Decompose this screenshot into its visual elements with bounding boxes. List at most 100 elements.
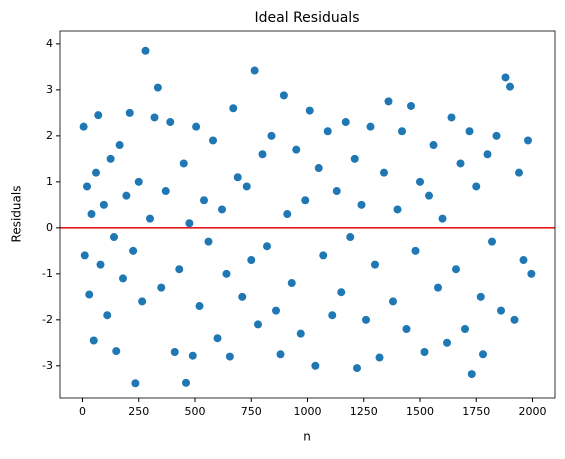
- point: [283, 210, 292, 219]
- point: [225, 352, 234, 361]
- point: [362, 315, 370, 324]
- point: [323, 127, 332, 136]
- point: [380, 168, 388, 177]
- point: [229, 104, 238, 113]
- point: [346, 233, 355, 242]
- point: [447, 113, 456, 122]
- chart-title: Ideal Residuals: [255, 10, 360, 26]
- point: [242, 182, 251, 191]
- point: [213, 334, 222, 343]
- point: [192, 122, 201, 131]
- point: [506, 82, 514, 91]
- point: [398, 127, 406, 136]
- point: [311, 361, 320, 370]
- point: [472, 182, 481, 191]
- point: [429, 141, 438, 150]
- point: [527, 269, 536, 278]
- y-tick-label: 4: [46, 37, 53, 50]
- point: [519, 256, 528, 265]
- x-tick-label: 2000: [519, 405, 547, 418]
- point: [393, 205, 402, 214]
- x-tick-label: 1000: [294, 405, 322, 418]
- point: [467, 370, 476, 379]
- y-tick-label: -3: [42, 359, 53, 372]
- point: [314, 164, 323, 173]
- y-tick-label: -2: [42, 313, 53, 326]
- point: [411, 246, 420, 255]
- y-axis-label: Residuals: [10, 186, 24, 243]
- point: [185, 219, 194, 228]
- point: [272, 306, 280, 315]
- point: [122, 191, 131, 200]
- point: [407, 101, 415, 110]
- point: [483, 150, 492, 159]
- x-tick-label: 250: [128, 405, 149, 418]
- point: [287, 279, 296, 288]
- point: [204, 237, 213, 246]
- point: [110, 233, 118, 242]
- point: [87, 210, 96, 219]
- y-tick-label: 1: [46, 175, 53, 188]
- point: [112, 347, 121, 356]
- point: [209, 136, 217, 145]
- point: [141, 46, 150, 55]
- y-tick-label: 0: [46, 221, 53, 234]
- point: [366, 122, 375, 131]
- point: [461, 325, 469, 334]
- point: [434, 283, 442, 292]
- point: [420, 348, 429, 357]
- point: [150, 113, 159, 122]
- plot-frame: [59, 30, 556, 399]
- point: [250, 66, 259, 75]
- point: [425, 191, 433, 200]
- point: [492, 131, 501, 140]
- point: [175, 265, 184, 274]
- point: [218, 205, 226, 214]
- point: [524, 136, 532, 145]
- y-tick-label: 3: [46, 83, 53, 96]
- point: [416, 177, 424, 186]
- point: [161, 187, 170, 196]
- point: [170, 348, 179, 357]
- point: [94, 111, 103, 120]
- point: [488, 237, 496, 246]
- x-tick-label: 500: [185, 405, 206, 418]
- point: [452, 265, 460, 274]
- point: [254, 320, 262, 329]
- point: [125, 108, 134, 117]
- point: [510, 315, 519, 324]
- point: [332, 187, 341, 196]
- point: [85, 290, 94, 299]
- point: [166, 118, 175, 127]
- point: [465, 127, 474, 136]
- point: [222, 269, 231, 278]
- point: [279, 91, 288, 100]
- point: [96, 260, 105, 269]
- point: [157, 283, 166, 292]
- point: [350, 154, 359, 163]
- point: [119, 274, 127, 283]
- point: [305, 106, 314, 115]
- point: [497, 306, 505, 315]
- x-tick-label: 1500: [406, 405, 434, 418]
- point: [138, 297, 147, 306]
- point: [263, 242, 271, 251]
- point: [319, 251, 328, 260]
- y-tick-label: 2: [46, 129, 53, 142]
- point: [267, 131, 276, 140]
- point: [443, 338, 451, 347]
- point: [131, 379, 140, 388]
- x-tick-label: 1250: [350, 405, 378, 418]
- point: [80, 251, 89, 260]
- point: [479, 350, 487, 359]
- point: [233, 173, 242, 182]
- point: [195, 302, 204, 311]
- point: [89, 336, 98, 345]
- point: [337, 288, 346, 297]
- point: [153, 83, 162, 92]
- x-tick-label: 0: [79, 405, 86, 418]
- point: [182, 378, 190, 387]
- point: [129, 246, 138, 255]
- point: [188, 351, 197, 360]
- point: [389, 297, 397, 306]
